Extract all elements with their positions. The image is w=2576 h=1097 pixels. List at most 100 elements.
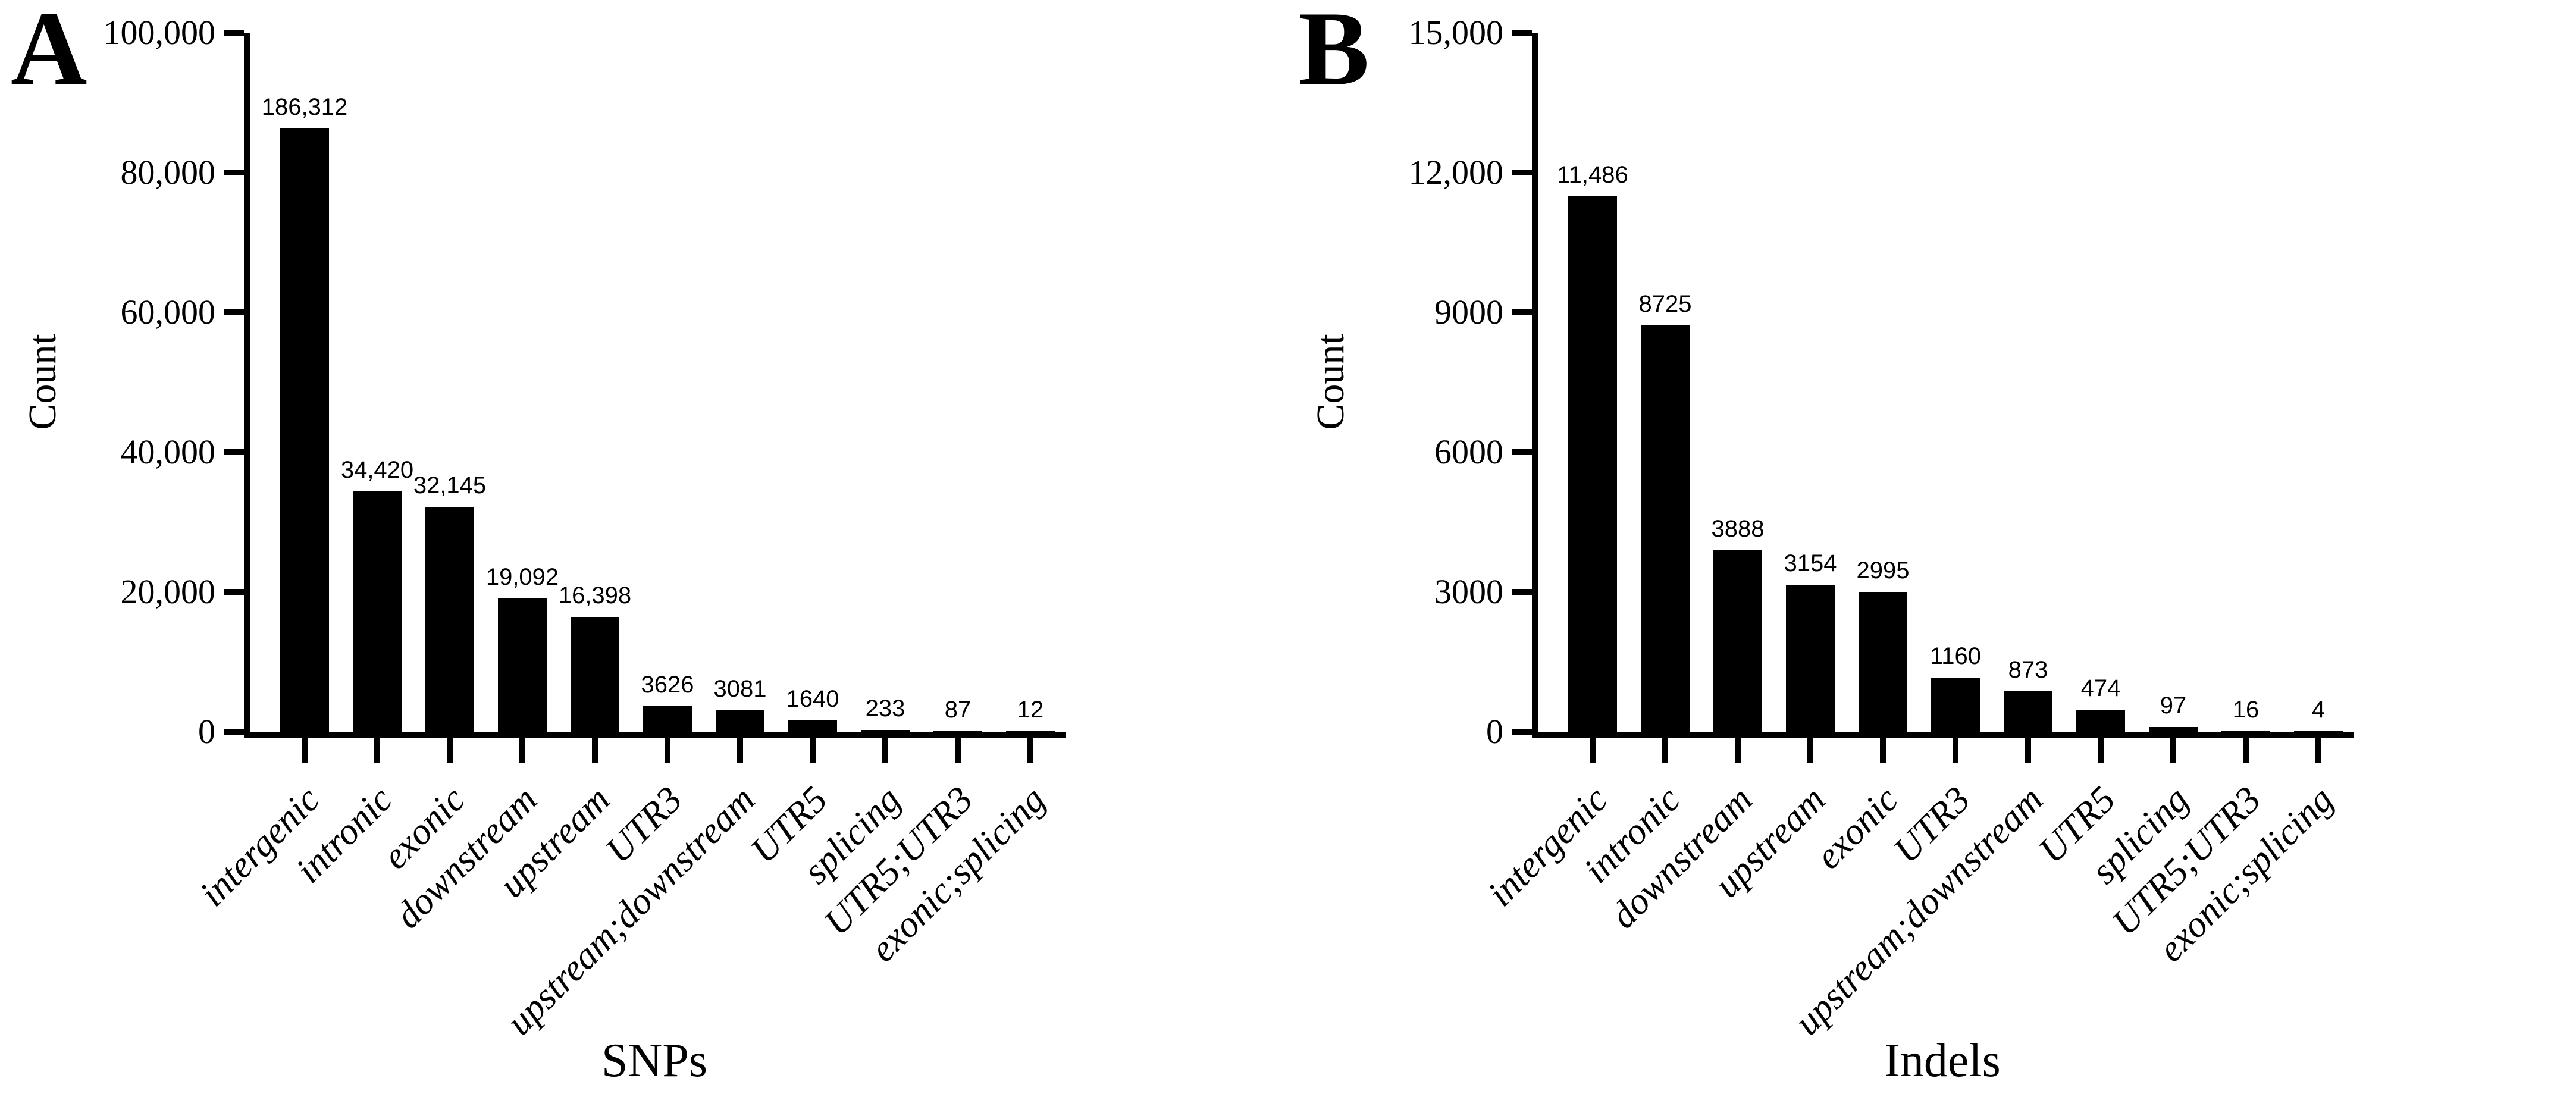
bar-intronic [353,491,402,732]
x-tick-mark [374,738,380,763]
y-tick-label: 12,000 [1408,153,1504,192]
y-tick-mark [1512,729,1532,735]
x-tick-mark [810,738,816,763]
y-tick-label: 60,000 [120,293,216,331]
bar-value-label: 474 [2080,675,2121,701]
bar-value-label: 3081 [713,676,767,702]
y-tick-mark [224,170,244,175]
bar-value-label: 16 [2232,697,2260,723]
x-tick-mark [1662,738,1668,763]
y-tick-label: 9000 [1434,293,1503,331]
x-axis-title-indels: Indels [1884,1035,2001,1087]
x-tick-mark [519,738,525,763]
bar-downstream [498,598,547,732]
x-tick-mark [2315,738,2321,763]
x-tick-mark [447,738,453,763]
x-tick-mark [2025,738,2031,763]
y-tick-mark [224,449,244,455]
bar-downstream [1713,550,1762,732]
y-tick-mark [1512,449,1532,455]
y-tick-label: 3000 [1434,572,1503,611]
y-axis-line [1532,33,1538,738]
y-tick-mark [1512,170,1532,175]
x-axis-line [244,732,1066,738]
y-tick-mark [1512,30,1532,36]
bar-upstream;downstream [2004,691,2052,732]
x-tick-mark [1590,738,1596,763]
bar-intergenic [280,128,329,732]
bar-UTR5 [788,720,837,732]
bar-UTR5;UTR3 [2221,731,2270,732]
bar-value-label: 233 [865,695,905,722]
x-tick-mark [1027,738,1033,763]
bar-intergenic [1568,196,1617,732]
bar-value-label: 3626 [641,672,694,698]
bar-UTR3 [1931,678,1980,732]
y-tick-mark [224,729,244,735]
x-tick-mark [737,738,743,763]
x-tick-mark [665,738,670,763]
y-tick-label: 0 [1486,712,1503,751]
y-tick-label: 6000 [1434,432,1503,471]
x-tick-mark [1735,738,1741,763]
y-tick-label: 100,000 [103,13,216,52]
y-axis-line [244,33,250,738]
bar-splicing [2149,727,2198,732]
y-tick-label: 80,000 [120,153,216,192]
y-axis-title: Count [21,334,64,430]
bar-exonic [425,507,474,732]
panel-b: B Count Indels 15,000 12,000 9000 6000 3000 0… [1288,0,2576,1097]
bar-value-label: 3888 [1711,516,1765,542]
bar-exonic;splicing [2294,731,2343,732]
panel-a: A Count SNPs 100,000 80,000 60,000 40,000 20… [11,0,1066,1087]
x-tick-mark [1807,738,1813,763]
x-tick-mark [592,738,598,763]
bar-value-label: 12 [1017,697,1044,723]
y-tick-label: 15,000 [1408,13,1504,52]
bar-value-label: 2995 [1856,557,1910,584]
x-axis-title-snps: SNPs [601,1035,707,1087]
x-tick-mark [2243,738,2249,763]
bar-splicing [861,730,910,732]
bar-intronic [1641,325,1690,732]
y-tick-label: 40,000 [120,432,216,471]
bar-value-label: 3154 [1784,550,1837,576]
x-tick-mark [1953,738,1958,763]
bar-value-label: 1640 [786,686,839,712]
y-tick-mark [1512,589,1532,595]
y-tick-label: 0 [198,712,215,751]
bar-upstream [1786,585,1835,732]
y-tick-mark [1512,309,1532,315]
bar-upstream;downstream [716,710,764,732]
y-tick-mark [224,589,244,595]
bar-value-label: 87 [944,697,972,723]
bar-exonic;splicing [1006,731,1055,732]
x-axis-line [1532,732,2354,738]
y-tick-label: 20,000 [120,572,216,611]
bar-exonic [1859,592,1907,732]
y-tick-mark [224,30,244,36]
y-tick-mark [224,309,244,315]
bar-value-label: 873 [2008,657,2048,683]
bar-value-label: 97 [2160,692,2187,719]
bar-value-label: 4 [2311,697,2326,723]
bar-value-label: 11,486 [1557,162,1628,188]
x-tick-mark [2098,738,2104,763]
x-tick-mark [302,738,308,763]
bar-value-label: 1160 [1929,643,1982,669]
bar-upstream [571,617,619,732]
y-axis-title: Count [1309,334,1352,430]
bar-value-label: 19,092 [485,564,559,590]
bar-value-label: 186,312 [261,94,348,120]
x-tick-mark [2170,738,2176,763]
bar-UTR5 [2076,710,2125,732]
panel-letter-a: A [11,0,87,107]
bar-UTR3 [643,706,692,732]
bar-value-label: 34,420 [340,457,414,483]
x-tick-mark [955,738,961,763]
x-tick-mark [882,738,888,763]
x-tick-mark [1880,738,1886,763]
bar-value-label: 16,398 [558,582,632,609]
x-category-label: exonic [1807,778,1906,877]
